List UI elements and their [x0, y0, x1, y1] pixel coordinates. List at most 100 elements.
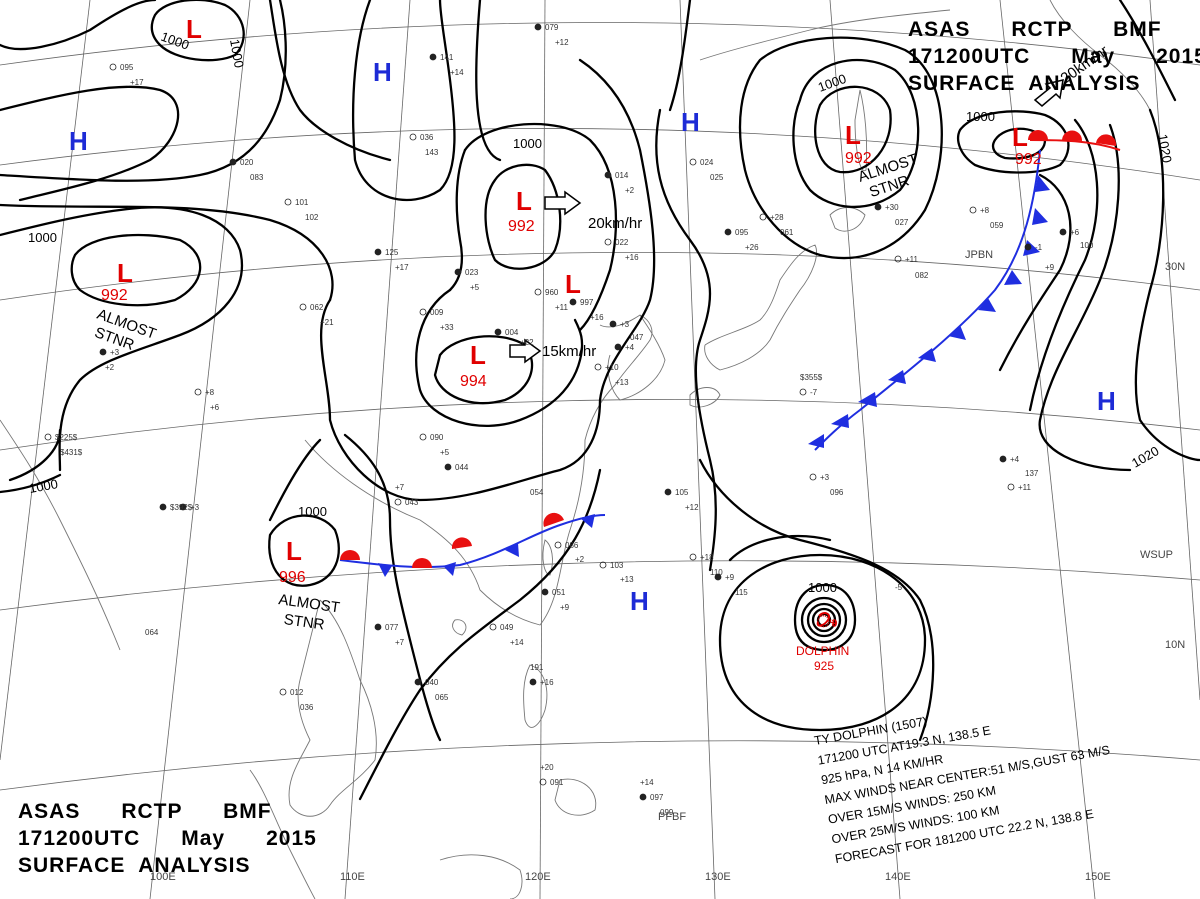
pressure-systems: L L 992 L 992 L L 994 L 996 L 992 L 992 …: [69, 14, 1116, 616]
isobar: [433, 335, 534, 405]
station-value: 027: [895, 218, 909, 227]
station-value: +7: [395, 638, 405, 647]
isobar: [8, 428, 62, 482]
station-value: 044: [455, 463, 469, 472]
station-value: 191: [530, 663, 544, 672]
fronts: [339, 130, 1121, 577]
isobar: [268, 514, 340, 587]
latitude-label: 10N: [1165, 639, 1185, 651]
station-value: +6: [1070, 228, 1080, 237]
station-value: 020: [240, 158, 254, 167]
station-circle-icon: [1059, 228, 1067, 236]
station-value: +14: [640, 778, 654, 787]
station-value: +33: [440, 323, 454, 332]
isobar: [814, 85, 892, 174]
low-pressure: 992: [1015, 151, 1042, 168]
station-value: $431$: [60, 448, 83, 457]
isobar: [698, 458, 935, 742]
station-circle-icon: [554, 541, 562, 549]
station-value: +11: [905, 255, 919, 264]
high-center: H: [630, 586, 649, 616]
isobar-label: 1020: [1155, 133, 1175, 164]
station-circle-icon: [159, 503, 167, 511]
meridian-110e: [344, 0, 411, 899]
station-value: +16: [590, 313, 604, 322]
isobar: [0, 85, 180, 202]
station-circle-icon: [279, 688, 287, 696]
isobar-label: 1000: [298, 504, 327, 519]
station-value: 110: [710, 568, 723, 577]
isobar: [991, 127, 1047, 160]
station-circle-icon: [724, 228, 732, 236]
station-circle-icon: [614, 343, 622, 351]
place-label: PFBF: [658, 811, 686, 823]
warm-front-bumps: [1028, 130, 1117, 146]
coast-malay: [249, 769, 316, 899]
station-circle-icon: [394, 498, 402, 506]
station-value: 047: [630, 333, 644, 342]
station-value: 143: [425, 148, 439, 157]
station-value: +4: [625, 343, 635, 352]
station-circle-icon: [969, 206, 977, 214]
coastlines: [0, 0, 1151, 899]
isobars: [0, 0, 1200, 801]
isobar-labels: 1000 1000 1000 1000 1000 1000 1000 1000 …: [28, 29, 1175, 595]
station-value: +28: [770, 213, 784, 222]
station-circle-icon: [799, 388, 807, 396]
station-circle-icon: [809, 473, 817, 481]
isobar: [793, 583, 857, 652]
station-value: 059: [990, 221, 1004, 230]
meridian-90e: [0, 0, 91, 761]
station-value: +2: [625, 186, 635, 195]
low-center: L: [286, 536, 302, 566]
station-circle-icon: [759, 213, 767, 221]
station-value: 043: [405, 498, 419, 507]
isobar: [0, 473, 62, 494]
station-value: +3: [820, 473, 830, 482]
station-value: +5: [470, 283, 480, 292]
longitude-label: 140E: [885, 871, 911, 883]
station-value: 062: [310, 303, 324, 312]
isobar: [1038, 123, 1132, 472]
station-circle-icon: [529, 678, 537, 686]
station-value: 997: [580, 298, 594, 307]
header-line: ASAS RCTP BMF: [908, 18, 1162, 41]
isobar: [738, 36, 943, 260]
station-value: +18: [700, 553, 714, 562]
station-circle-icon: [229, 158, 237, 166]
station-circle-icon: [609, 320, 617, 328]
station-circle-icon: [444, 463, 452, 471]
station-circle-icon: [419, 433, 427, 441]
low-pressure: 992: [101, 287, 128, 304]
station-value: +4: [1010, 455, 1020, 464]
isobar: [655, 108, 717, 572]
meridian-100e: [149, 0, 251, 899]
station-value: 064: [145, 628, 159, 637]
header-line: SURFACE ANALYSIS: [908, 72, 1141, 95]
longitude-label: 100E: [150, 871, 176, 883]
station-value: +17: [395, 263, 409, 272]
isobar: [0, 0, 157, 51]
station-circle-icon: [179, 503, 187, 511]
geo-labels: 100E 110E 120E 130E 140E 150E 30N 10N JP…: [150, 249, 1185, 883]
station-value: 105: [675, 488, 689, 497]
station-circle-icon: [874, 203, 882, 211]
isobar: [319, 58, 656, 502]
station-value: +13: [615, 378, 629, 387]
isobar-label: 1000: [966, 109, 995, 124]
station-value: +7: [395, 483, 405, 492]
station-value: 101: [295, 198, 309, 207]
station-value: 115: [735, 588, 748, 597]
station-value: 054: [530, 488, 544, 497]
longitude-label: 110E: [340, 871, 365, 883]
coast-indochina: [288, 599, 377, 817]
station-value: 036: [420, 133, 434, 142]
typhoon: ෳ DOLPHIN 925: [796, 612, 849, 673]
place-label: WSUP: [1140, 549, 1173, 561]
station-circle-icon: [599, 561, 607, 569]
isobar-label: 1000: [808, 580, 837, 595]
low-pressure: 992: [508, 218, 535, 235]
station-value: 091: [550, 778, 564, 787]
isobar: [1028, 118, 1099, 412]
coast-hokkaido: [829, 207, 866, 232]
